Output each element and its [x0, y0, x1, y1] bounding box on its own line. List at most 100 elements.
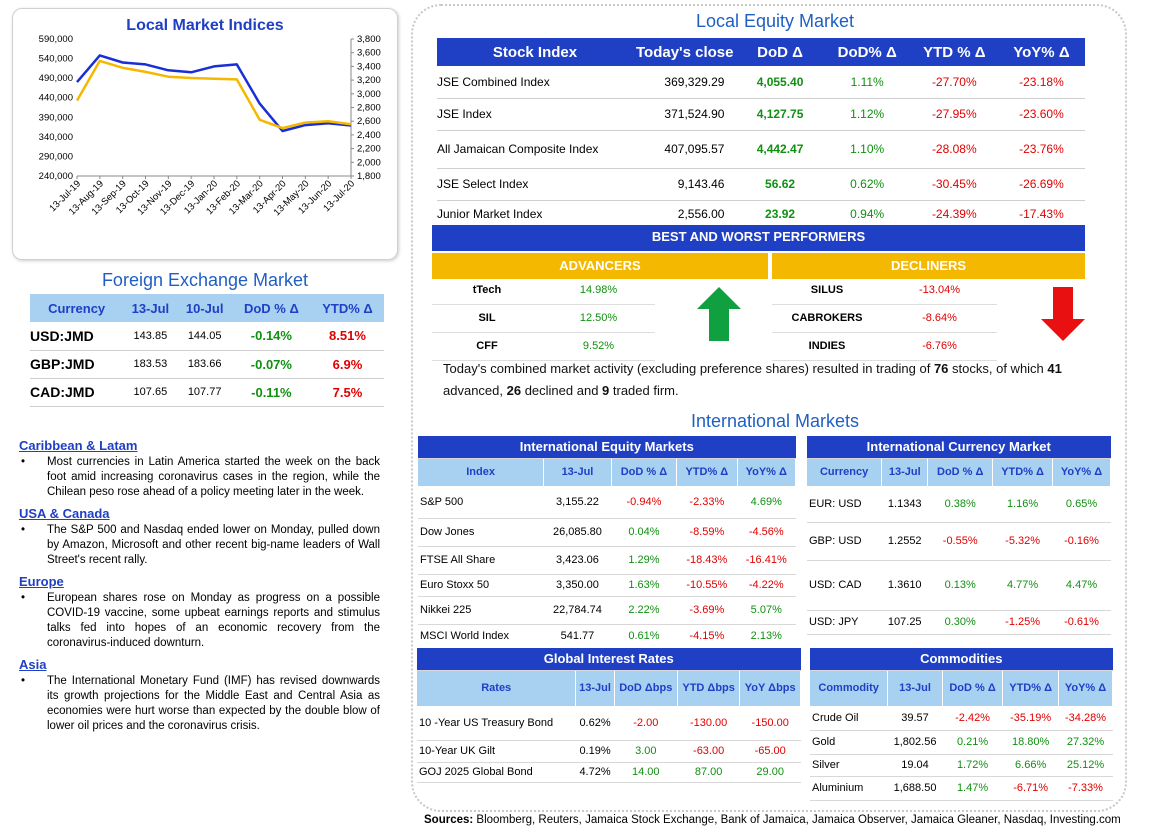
- right-tick-label: 3,600: [357, 48, 381, 59]
- equity-cell: -4.56%: [737, 518, 796, 547]
- currency-cell: USD: JPY: [807, 610, 882, 635]
- performer-ticker: CABROKERS: [772, 304, 882, 333]
- rates-cell: GOJ 2025 Global Bond: [417, 762, 576, 783]
- table-row: USD: CAD 1.3610 0.13% 4.77% 4.47%: [807, 560, 1111, 611]
- table-row: CAD:JMD 107.65 107.77 -0.11% 7.5%: [30, 378, 384, 407]
- currency-cell: 4.77%: [992, 560, 1053, 611]
- equity-cell: -26.69%: [997, 168, 1085, 201]
- currency-cell: 107.25: [881, 610, 928, 635]
- news-section: Caribbean & Latam • Most currencies in Lat…: [19, 432, 381, 734]
- commod-cell: 6.66%: [1002, 754, 1059, 777]
- news-text: European shares rose on Monday as progre…: [47, 592, 380, 649]
- table-row: MSCI World Index 541.77 0.61% -4.15% 2.13%: [418, 624, 796, 649]
- equity-cell: 23.92: [736, 200, 824, 228]
- equity-cell: 541.77: [543, 624, 612, 649]
- table-row: EUR: USD 1.1343 0.38% 1.16% 0.65%: [807, 486, 1111, 523]
- equity-cell: Dow Jones: [418, 518, 544, 547]
- decliners-table: SILUS -13.04% CABROKERS -8.64% INDIES -6.76%: [772, 276, 997, 361]
- equity-cell: 0.04%: [611, 518, 677, 547]
- equity-cell: -17.43%: [997, 200, 1085, 228]
- intl-currency-table: International Currency Market Currency 13-…: [807, 436, 1111, 635]
- performer-change: 14.98%: [542, 276, 655, 305]
- up-arrow-icon: [697, 287, 741, 341]
- equity-cell: -24.39%: [910, 200, 998, 228]
- equity-cell: 0.61%: [611, 624, 677, 649]
- sources-text: Bloomberg, Reuters, Jamaica Stock Exchan…: [473, 814, 1121, 826]
- fx-cell: 144.05: [177, 322, 232, 351]
- commod-cell: -7.33%: [1058, 776, 1113, 801]
- commod-cell: 39.57: [887, 706, 943, 731]
- equity-cell: -16.41%: [737, 546, 796, 575]
- equity-cell: FTSE All Share: [418, 546, 544, 575]
- equity-header: DoD Δ: [736, 38, 824, 66]
- right-tick-label: 3,400: [357, 61, 381, 72]
- rates-header: YoY Δbps: [739, 670, 801, 706]
- commod-header: 13-Jul: [887, 670, 943, 706]
- indices-chart-panel: Local Market Indices 590,000 540,000 490,0…: [12, 8, 398, 260]
- equity-header: 13-Jul: [543, 458, 612, 486]
- rates-cell: 0.62%: [575, 706, 615, 741]
- commod-cell: -2.42%: [942, 706, 1003, 731]
- performers-title: BEST AND WORST PERFORMERS: [432, 225, 1085, 251]
- performer-change: 12.50%: [542, 304, 655, 333]
- equity-cell: 5.07%: [737, 596, 796, 625]
- table-row: GBP: USD 1.2552 -0.55% -5.32% -0.16%: [807, 522, 1111, 561]
- news-text: The S&P 500 and Nasdaq ended lower on Mo…: [47, 524, 380, 566]
- news-bullet: • European shares rose on Monday as progr…: [21, 592, 380, 649]
- rates-header: 13-Jul: [575, 670, 615, 706]
- equity-header: DoD % Δ: [611, 458, 678, 486]
- equity-title: International Equity Markets: [418, 436, 796, 459]
- equity-cell: -30.45%: [910, 168, 998, 201]
- table-row: JSE Combined Index 369,329.29 4,055.40 1.11…: [437, 66, 1085, 99]
- equity-header: DoD% Δ: [823, 38, 911, 66]
- commod-cell: 19.04: [887, 754, 943, 777]
- fx-cell: 183.53: [123, 350, 178, 379]
- commod-cell: 1,688.50: [887, 776, 943, 801]
- performer-change: 9.52%: [542, 332, 655, 361]
- commod-cell: 25.12%: [1058, 754, 1113, 777]
- equity-header: Stock Index: [437, 38, 634, 66]
- equity-cell: S&P 500: [418, 486, 544, 519]
- fx-header: 10-Jul: [177, 294, 232, 322]
- performer-ticker: SIL: [432, 304, 542, 333]
- fx-cell: 183.66: [177, 350, 232, 379]
- equity-cell: -3.69%: [676, 596, 738, 625]
- fx-header: 13-Jul: [123, 294, 178, 322]
- equity-cell: 4.69%: [737, 486, 796, 519]
- table-row: JSE Select Index 9,143.46 56.62 0.62% -30.45…: [437, 168, 1085, 201]
- summary-count: 26: [506, 383, 522, 398]
- equity-cell: 4,127.75: [736, 98, 824, 131]
- equity-cell: Nikkei 225: [418, 596, 544, 625]
- currency-cell: GBP: USD: [807, 522, 882, 561]
- right-panel-frame: [411, 4, 1127, 812]
- currency-header: YTD% Δ: [992, 458, 1054, 486]
- performer-change: -6.76%: [882, 332, 997, 361]
- equity-cell: -23.60%: [997, 98, 1085, 131]
- commod-header: Commodity: [810, 670, 889, 706]
- equity-cell: All Jamaican Composite Index: [437, 130, 634, 169]
- fx-cell: GBP:JMD: [30, 350, 124, 379]
- summary-text: traded firm.: [609, 383, 679, 398]
- currency-cell: 4.47%: [1052, 560, 1111, 611]
- equity-cell: 0.62%: [823, 168, 911, 201]
- equity-cell: 1.29%: [611, 546, 677, 575]
- news-heading: USA & Canada: [19, 506, 110, 521]
- equity-cell: 3,155.22: [543, 486, 612, 519]
- table-row: FTSE All Share 3,423.06 1.29% -18.43% -16.41…: [418, 546, 796, 575]
- fx-cell: 6.9%: [310, 350, 384, 379]
- rates-cell: 10-Year UK Gilt: [417, 740, 576, 763]
- table-row: GOJ 2025 Global Bond 4.72% 14.00 87.00 29.00: [417, 762, 801, 783]
- commod-header: YTD% Δ: [1002, 670, 1060, 706]
- rates-cell: -63.00: [677, 740, 740, 763]
- summary-text: Today's combined market activity (exclud…: [443, 361, 934, 376]
- commod-cell: Gold: [810, 730, 888, 755]
- table-row: Junior Market Index 2,556.00 23.92 0.94% -24…: [437, 200, 1085, 228]
- equity-cell: 3,350.00: [543, 574, 612, 597]
- commod-header: DoD % Δ: [942, 670, 1004, 706]
- currency-cell: 0.65%: [1052, 486, 1111, 523]
- equity-cell: 2.22%: [611, 596, 677, 625]
- left-tick-label: 290,000: [39, 151, 73, 162]
- equity-cell: -28.08%: [910, 130, 998, 169]
- summary-text: stocks, of which: [948, 361, 1048, 376]
